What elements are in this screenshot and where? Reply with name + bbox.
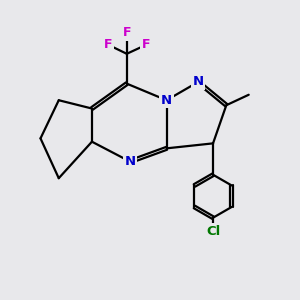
Text: F: F [142, 38, 150, 51]
Text: F: F [122, 26, 131, 39]
Text: F: F [104, 38, 112, 51]
Text: Cl: Cl [206, 225, 220, 238]
Text: N: N [161, 94, 172, 107]
Text: N: N [124, 155, 136, 168]
Text: N: N [193, 76, 204, 88]
